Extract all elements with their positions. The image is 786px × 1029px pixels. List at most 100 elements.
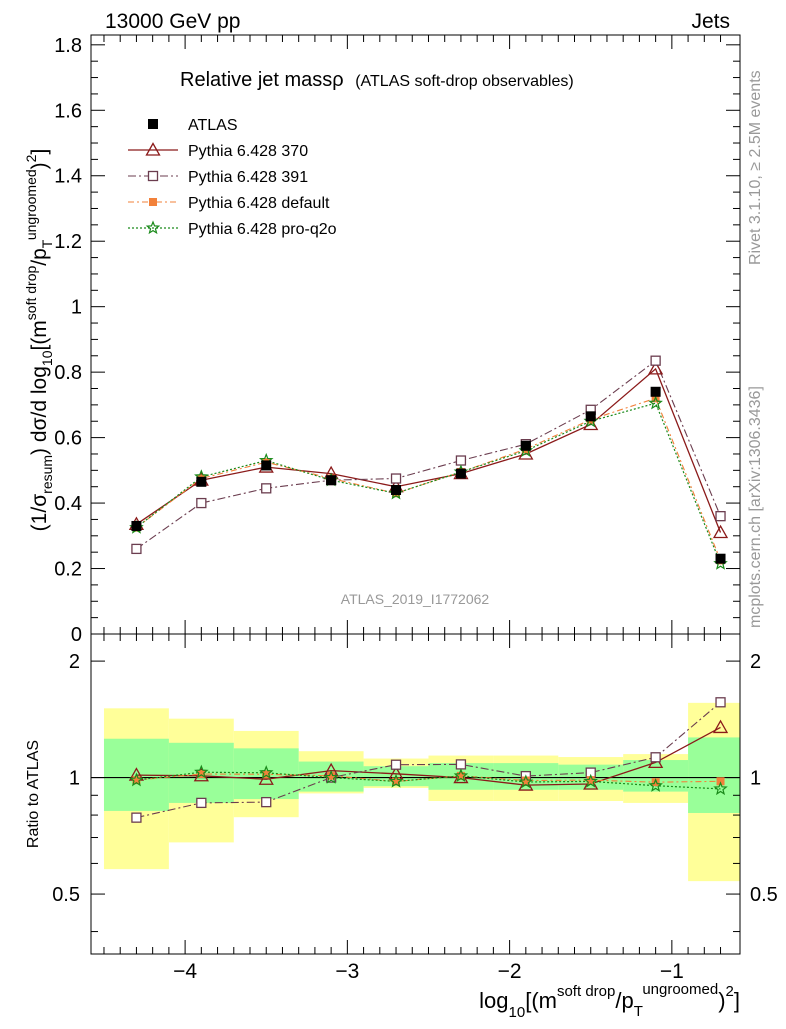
- y-tick-label: 0: [71, 624, 82, 646]
- ratio-point: [583, 773, 599, 788]
- ratio-point: [194, 764, 209, 779]
- ratio-tick-label: 1: [69, 768, 80, 790]
- legend-label: Pythia 6.428 pro-q2o: [188, 221, 337, 238]
- legend-label: Pythia 6.428 default: [188, 195, 330, 212]
- series-point: [650, 355, 661, 366]
- legend-label: Pythia 6.428 391: [188, 169, 308, 186]
- ratio-point: [132, 776, 141, 785]
- ratio-plot-panel: [91, 697, 740, 882]
- ratio-point: [131, 812, 142, 823]
- ratio-point: [712, 719, 729, 734]
- ratio-point: [197, 770, 206, 779]
- y-tick-label: 1: [71, 297, 82, 319]
- ratio-tick-label-right: 1: [750, 768, 761, 790]
- x-tick-label: −3: [335, 960, 359, 983]
- ratio-point: [715, 697, 726, 708]
- series-point: [715, 511, 726, 522]
- ratio-point: [518, 774, 534, 789]
- series-point: [648, 395, 663, 410]
- ratio-point: [648, 778, 663, 792]
- series-line: [136, 367, 722, 533]
- rivet-version-label: Rivet 3.1.10, ≥ 2.5M events: [747, 70, 764, 265]
- series-point: [648, 361, 664, 375]
- series-point: [390, 473, 402, 484]
- ratio-point: [650, 752, 661, 763]
- ratio-point: [129, 772, 144, 787]
- data-point: [326, 475, 337, 486]
- legend-marker: [145, 220, 161, 235]
- data-point: [650, 386, 661, 397]
- legend-marker: [148, 119, 158, 129]
- y-tick-label: 0.2: [54, 559, 82, 581]
- y-tick-label: 0.4: [54, 493, 82, 515]
- y-tick-label: 1.2: [54, 231, 82, 253]
- ratio-band-inner: [688, 737, 740, 813]
- ratio-point: [456, 771, 465, 780]
- data-point: [131, 520, 142, 531]
- ratio-tick-label-right: 2: [750, 651, 761, 673]
- ratio-point: [388, 773, 404, 788]
- ratio-point: [323, 769, 339, 784]
- analysis-label: ATLAS_2019_I1772062: [341, 591, 490, 607]
- series-point: [131, 543, 142, 555]
- ratio-point: [392, 777, 401, 786]
- series-point: [712, 524, 729, 539]
- series-line: [136, 359, 722, 550]
- data-point: [455, 468, 466, 479]
- data-point: [585, 411, 596, 422]
- ratio-tick-label: 2: [69, 651, 80, 673]
- ratio-point: [713, 781, 728, 796]
- ratio-point: [586, 776, 595, 785]
- data-point: [391, 484, 402, 495]
- y-tick-label: 1.6: [54, 100, 82, 122]
- series-line: [136, 397, 722, 561]
- header-energy-label: 13000 GeV pp: [105, 10, 240, 33]
- ratio-point: [651, 778, 660, 787]
- chart-title: Relative jet massρ (ATLAS soft-drop obse…: [180, 69, 574, 91]
- ratio-series-line: [136, 726, 721, 786]
- series-line: [136, 402, 722, 564]
- series-point: [455, 455, 467, 466]
- ratio-band-inner: [623, 760, 689, 792]
- legend-label: ATLAS: [188, 117, 238, 134]
- ratio-tick-label: 0.5: [52, 884, 80, 906]
- x-axis-label: log10[(msoft drop/pTungroomed)2]: [479, 981, 740, 1021]
- chart-subtitle: (ATLAS soft-drop observables): [355, 73, 573, 90]
- ratio-point: [327, 771, 336, 780]
- legend-marker: [145, 142, 161, 156]
- ratio-tick-label-right: 0.5: [750, 884, 778, 906]
- header-jets-label: Jets: [691, 10, 730, 33]
- series-point: [196, 497, 207, 509]
- data-point: [196, 476, 207, 487]
- main-plot-panel: [128, 355, 729, 570]
- y-tick-label: 1.8: [54, 35, 82, 57]
- ratio-point: [258, 771, 274, 785]
- ratio-point: [261, 796, 272, 808]
- ratio-series-line: [136, 701, 721, 819]
- ratio-point: [258, 765, 274, 779]
- legend-label: Pythia 6.428 370: [188, 143, 308, 160]
- legend-marker: [149, 198, 157, 206]
- ratio-point: [262, 770, 271, 779]
- legend: ATLAS Pythia 6.428 370 Pythia 6.428 391 Pyt…: [128, 117, 337, 238]
- y-axis-label: (1/σresum) dσ/d log10[(msoft drop/pTungr…: [23, 149, 55, 532]
- ratio-point: [521, 776, 530, 785]
- ratio-point: [455, 759, 467, 770]
- ratio-y-axis-label: Ratio to ATLAS: [25, 740, 42, 848]
- y-tick-label: 1.4: [54, 166, 82, 188]
- ratio-series-line: [136, 771, 721, 790]
- mcplots-label: mcplots.cern.ch [arXiv:1306.3436]: [747, 386, 764, 628]
- x-tick-label: −4: [173, 960, 197, 983]
- ratio-point: [390, 759, 402, 770]
- x-tick-label: −2: [498, 960, 522, 983]
- data-point: [520, 440, 531, 451]
- ratio-point: [453, 768, 469, 783]
- data-point: [261, 460, 272, 471]
- y-tick-label: 0.6: [54, 428, 82, 450]
- x-tick-label: −1: [660, 960, 684, 983]
- data-point: [715, 553, 726, 564]
- series-point: [261, 483, 272, 494]
- ratio-point: [196, 797, 207, 809]
- ratio-plot-frame: [90, 633, 741, 955]
